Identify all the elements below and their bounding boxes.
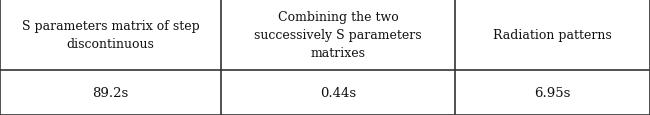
Bar <box>221 71 455 115</box>
Text: Radiation patterns: Radiation patterns <box>493 29 612 42</box>
Text: 89.2s: 89.2s <box>92 86 129 99</box>
Bar <box>455 71 650 115</box>
Bar <box>455 0 650 71</box>
Text: 0.44s: 0.44s <box>320 86 356 99</box>
Text: Combining the two
successively S parameters
matrixes: Combining the two successively S paramet… <box>254 11 422 60</box>
Text: 6.95s: 6.95s <box>534 86 571 99</box>
Bar <box>221 0 455 71</box>
Bar <box>0 0 221 71</box>
Text: S parameters matrix of step
discontinuous: S parameters matrix of step discontinuou… <box>21 20 200 51</box>
Bar <box>0 71 221 115</box>
